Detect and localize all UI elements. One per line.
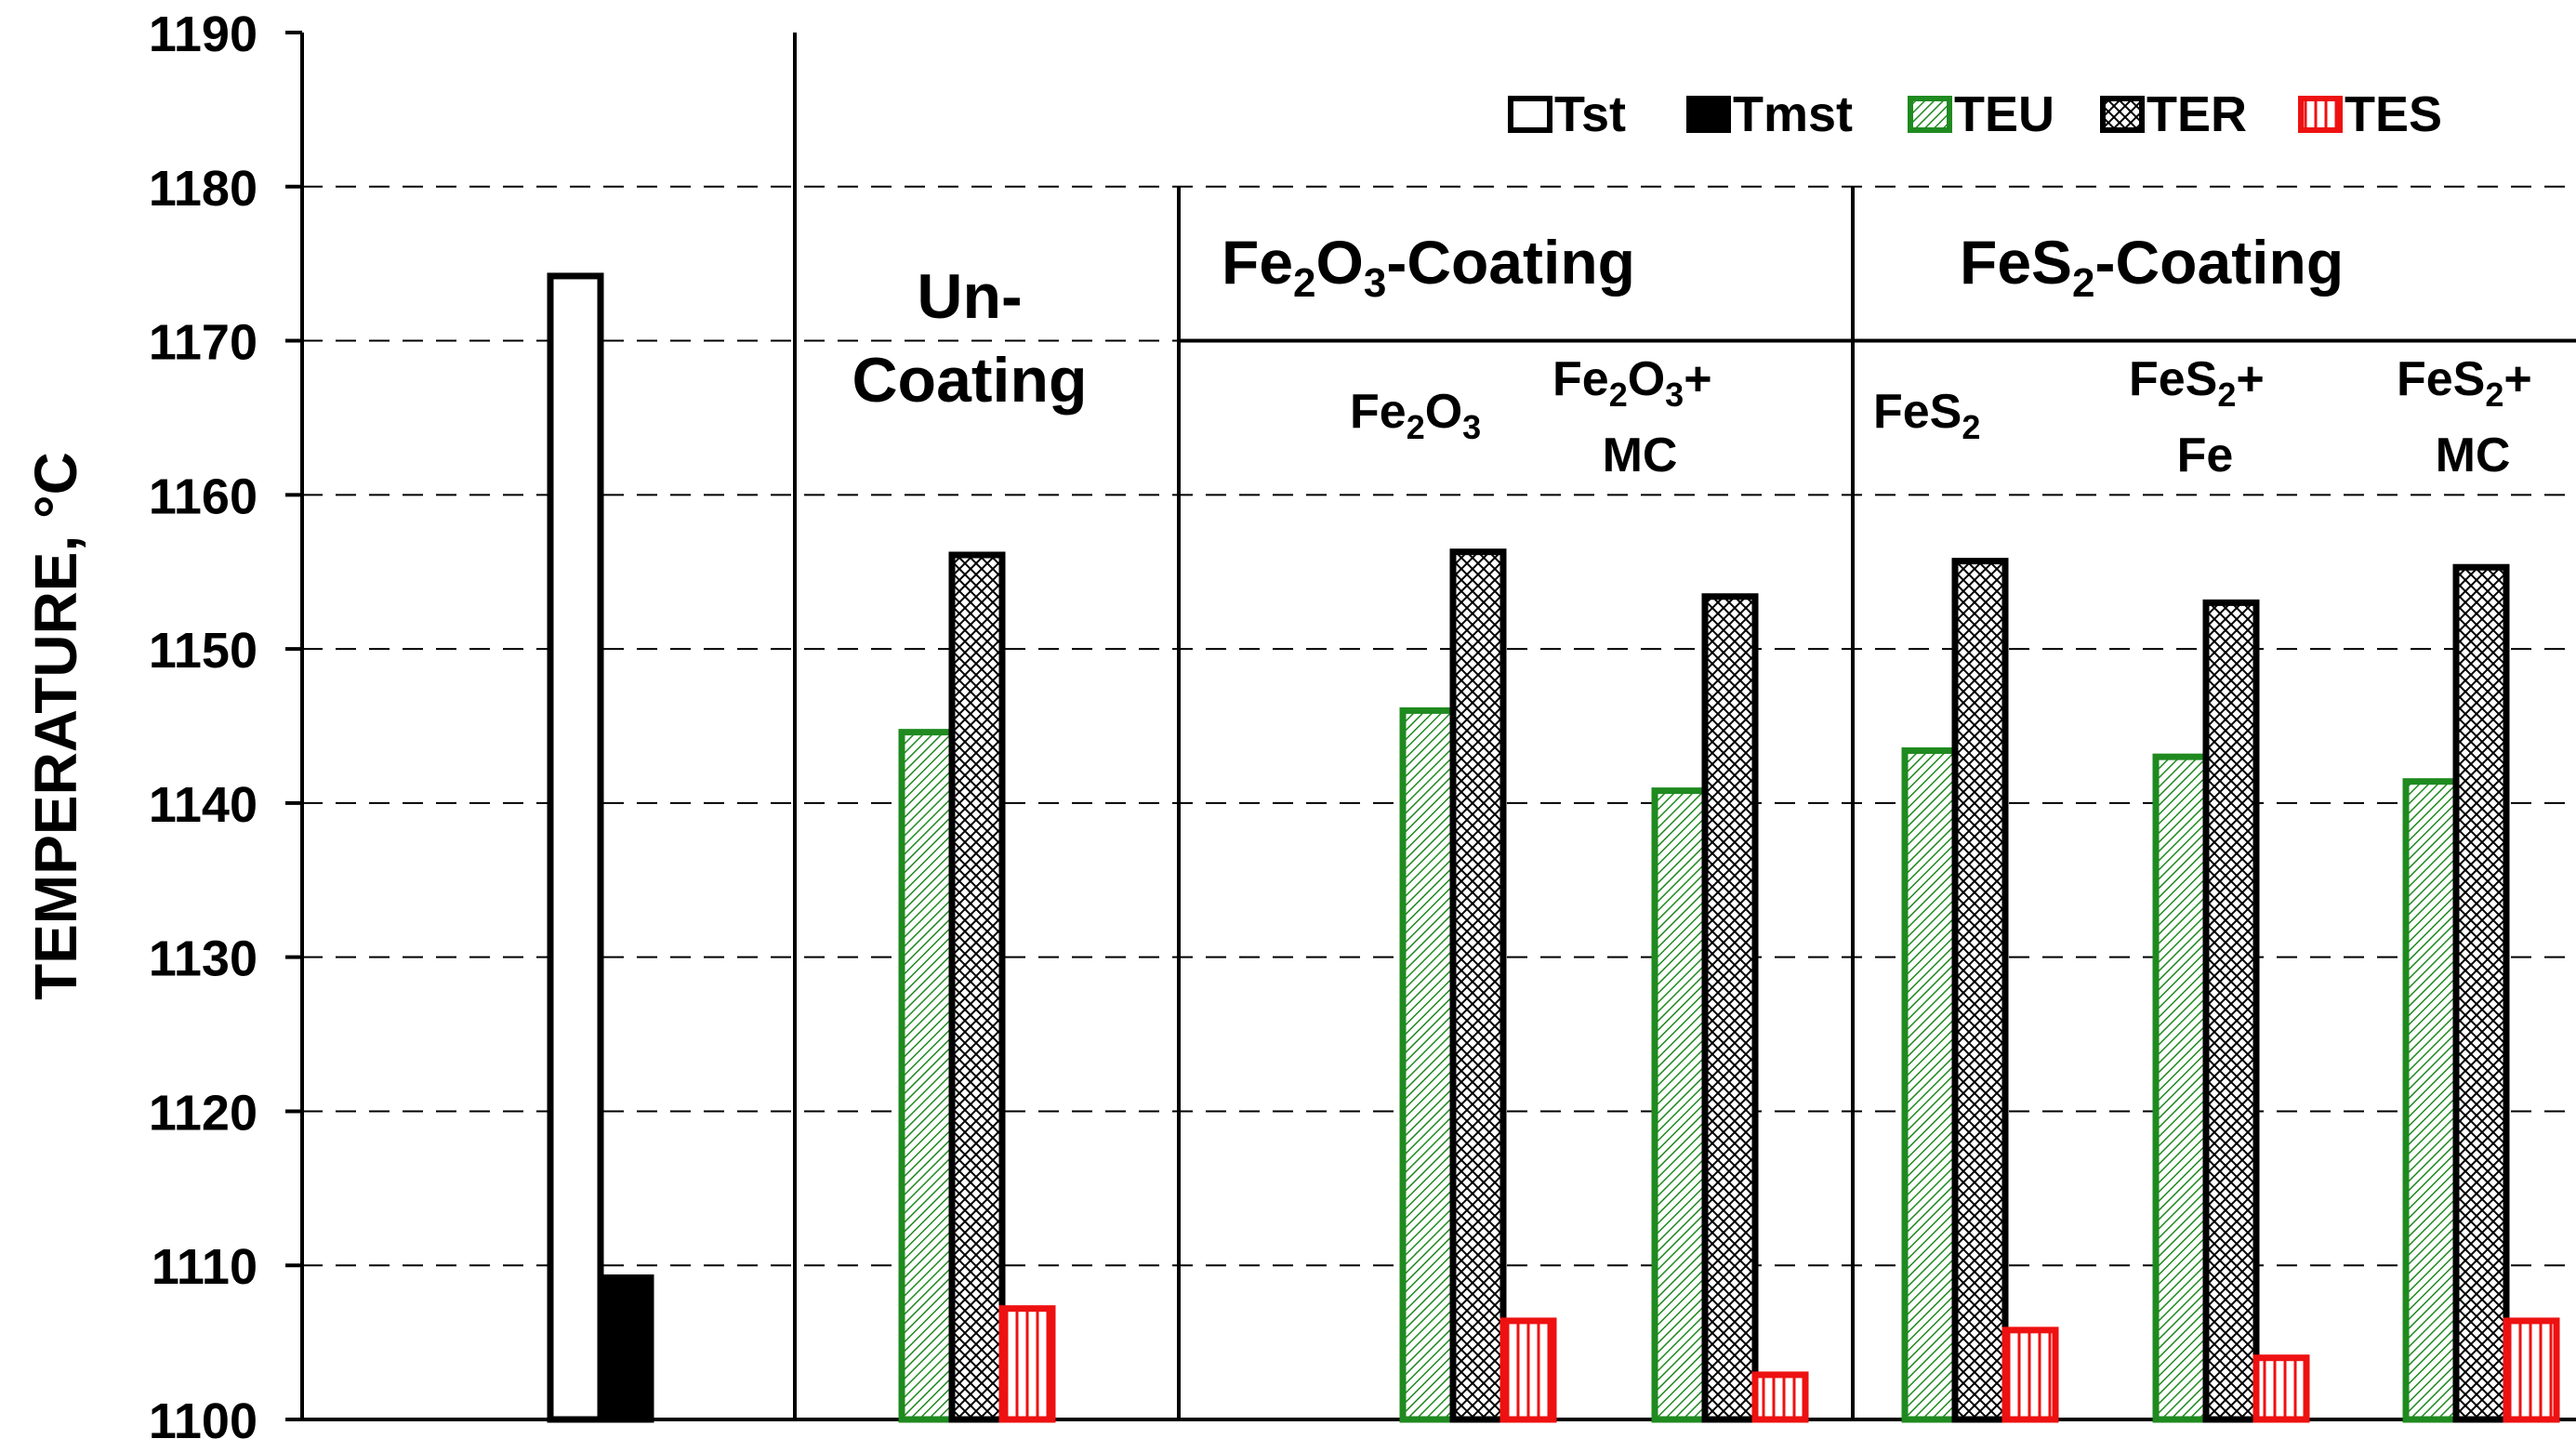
bar-fes2-mc-ter (2452, 563, 2510, 1423)
y-tick-label-1140: 1140 (149, 777, 258, 833)
bar-uncoating-tes (998, 1305, 1056, 1423)
bar-fe2o3-mc-ter (1701, 593, 1759, 1423)
sublabel-fes2-mc-line1: FeS2+ (2397, 352, 2532, 414)
bar-uncoating-teu (898, 729, 956, 1423)
legend-swatch-teu (1908, 96, 1952, 133)
sublabel-fe2o3-mc-line2: MC (1603, 429, 1678, 482)
y-tick-label-1160: 1160 (149, 469, 258, 524)
y-axis-label: TEMPERATURE, °C (22, 452, 89, 1000)
section-fes2-coating: FeS2-Coating (1960, 228, 2344, 306)
y-axis: 1100 1110 1120 1130 1140 1150 1160 1170 1180 1190 (149, 7, 2576, 1449)
bar-fes2-teu (1901, 747, 1959, 1423)
bars (547, 272, 2560, 1423)
bar-fes2-tes (2001, 1327, 2059, 1423)
sublabel-fe2o3: Fe2O3 (1350, 385, 1481, 446)
legend: Tst Tmst TEU TER TES (1508, 86, 2442, 142)
y-tick-label-1190: 1190 (149, 7, 258, 62)
sublabel-fes2: FeS2 (1873, 385, 1980, 446)
bar-fe2o3-mc-teu (1651, 787, 1709, 1423)
legend-swatch-tst (1508, 96, 1552, 133)
sublabel-fes2-fe-line2: Fe (2177, 429, 2234, 482)
legend-swatch-tes (2298, 96, 2343, 133)
y-tick-label-1100: 1100 (149, 1393, 258, 1449)
y-tick-label-1150: 1150 (149, 623, 258, 679)
legend-label-teu: TEU (1954, 86, 2054, 142)
section-fe2o3-coating: Fe2O3-Coating (1222, 228, 1635, 306)
section-uncoating-line1: Un- (917, 261, 1022, 332)
legend-swatch-tmst (1686, 96, 1731, 133)
bar-fes2-fe-ter (2202, 599, 2260, 1423)
y-tick-label-1120: 1120 (149, 1085, 258, 1141)
legend-swatch-ter (2100, 96, 2145, 133)
bar-reference-tmst (597, 1274, 654, 1423)
section-dividers (793, 33, 2576, 1419)
bar-fes2-fe-tes (2252, 1354, 2310, 1423)
section-uncoating-line2: Coating (852, 345, 1087, 416)
sublabel-fes2-mc-line2: MC (2436, 429, 2511, 482)
bar-fes2-ter (1951, 558, 2009, 1423)
bar-fe2o3-mc-tes (1751, 1371, 1809, 1423)
y-tick-label-1110: 1110 (152, 1239, 258, 1295)
bar-fes2-fe-teu (2152, 753, 2210, 1423)
legend-label-tmst: Tmst (1733, 86, 1853, 142)
y-tick-label-1180: 1180 (149, 161, 258, 217)
legend-label-tst: Tst (1554, 86, 1626, 142)
bar-fes2-mc-teu (2402, 778, 2460, 1423)
bar-fe2o3-teu (1399, 706, 1457, 1423)
y-tick-label-1170: 1170 (149, 315, 258, 371)
sublabel-fes2-fe-line1: FeS2+ (2129, 352, 2265, 414)
legend-label-ter: TER (2147, 86, 2247, 142)
bar-fes2-mc-tes (2503, 1317, 2560, 1423)
legend-label-tes: TES (2345, 86, 2442, 142)
bar-fe2o3-ter (1449, 548, 1507, 1423)
bar-uncoating-ter (948, 551, 1006, 1423)
y-tick-label-1130: 1130 (149, 931, 258, 987)
gridlines (302, 185, 2576, 1267)
bar-reference-tst (547, 272, 604, 1423)
sublabel-fe2o3-mc-line1: Fe2O3+ (1552, 352, 1712, 414)
bar-fe2o3-tes (1499, 1317, 1557, 1423)
